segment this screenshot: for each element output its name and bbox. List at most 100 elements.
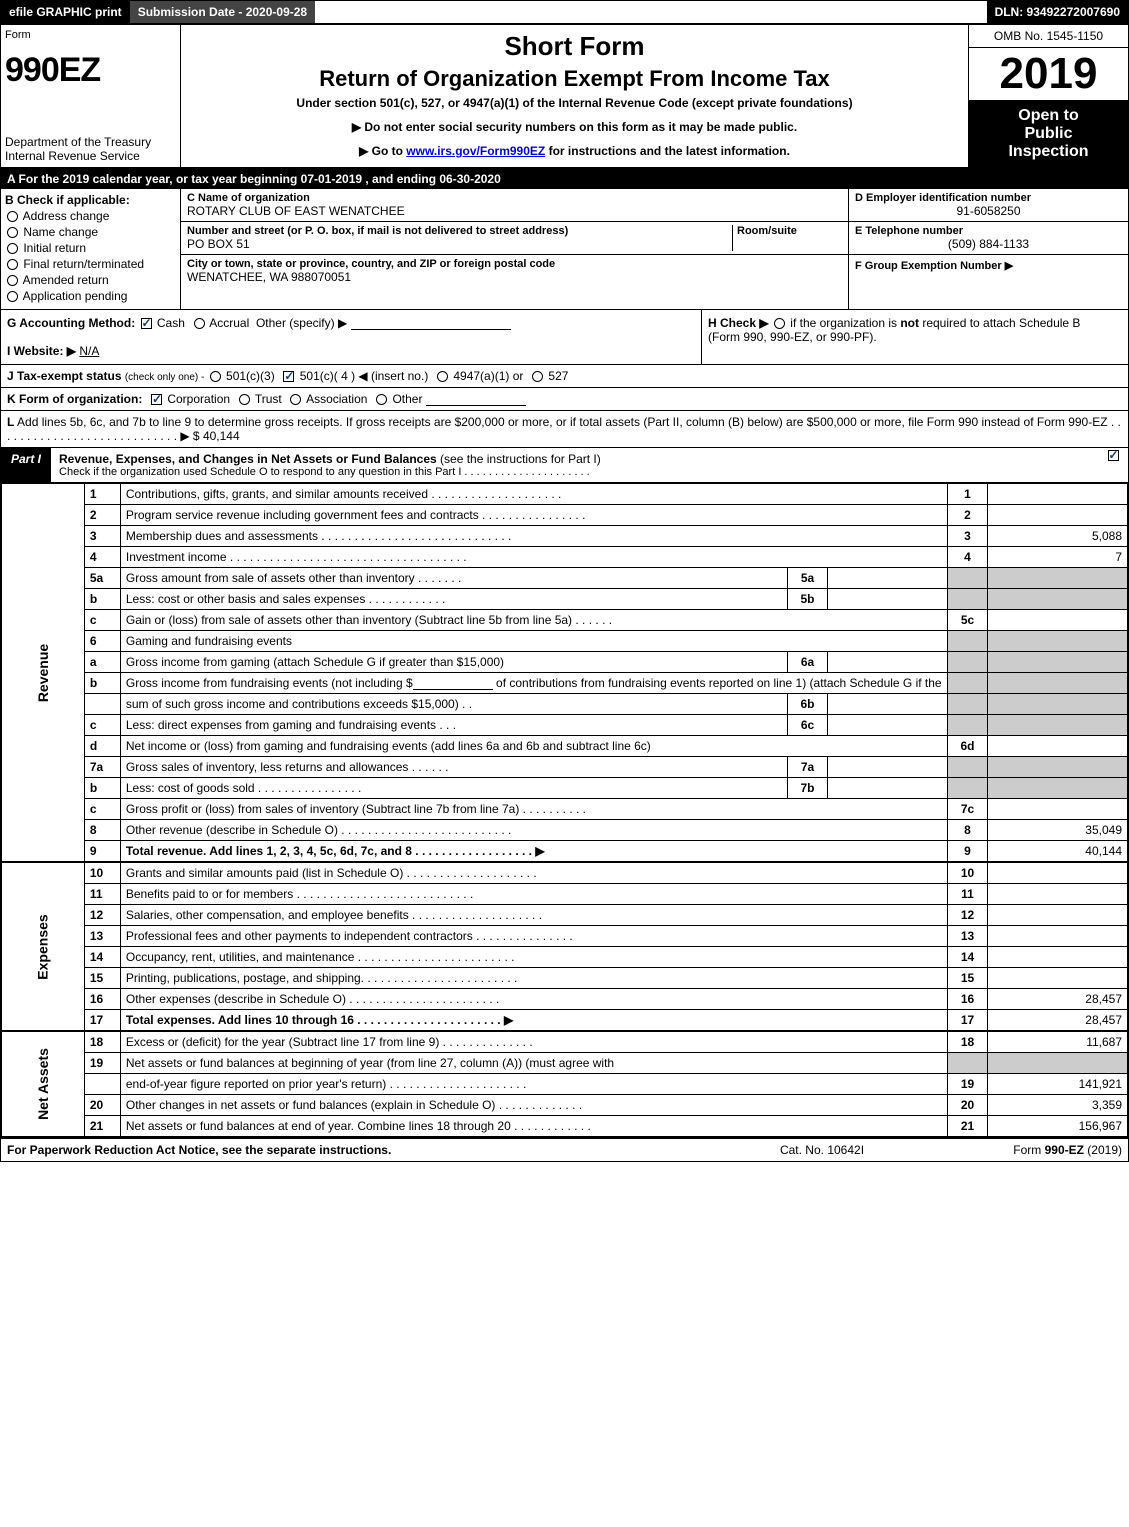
line-5b: bLess: cost or other basis and sales exp… xyxy=(2,589,1128,610)
instr-goto-post: for instructions and the latest informat… xyxy=(549,144,790,158)
chk-association[interactable] xyxy=(290,394,301,405)
ein-value: 91-6058250 xyxy=(855,204,1122,218)
line-12: 12Salaries, other compensation, and empl… xyxy=(2,905,1128,926)
k-label: K Form of organization: xyxy=(7,392,142,406)
chk-trust[interactable] xyxy=(239,394,250,405)
open-line3: Inspection xyxy=(971,143,1126,161)
part-i-title: Revenue, Expenses, and Changes in Net As… xyxy=(51,448,1098,482)
chk-cash[interactable] xyxy=(141,318,152,329)
group-exemption-label: F Group Exemption Number ▶ xyxy=(855,260,1013,272)
col-b-header: B Check if applicable: xyxy=(5,193,176,207)
irs-form-link[interactable]: www.irs.gov/Form990EZ xyxy=(406,144,545,158)
line-20: 20Other changes in net assets or fund ba… xyxy=(2,1095,1128,1116)
schedule-b-check: H Check ▶ if the organization is not req… xyxy=(701,310,1128,364)
j-hint: (check only one) - xyxy=(125,372,204,383)
accounting-method: G Accounting Method: Cash Accrual Other … xyxy=(1,310,701,364)
contrib-amount-input[interactable] xyxy=(413,689,493,690)
chk-address-change[interactable]: Address change xyxy=(5,209,176,223)
chk-501c3[interactable] xyxy=(210,371,221,382)
j-label: J Tax-exempt status xyxy=(7,369,122,383)
period-a: A For the 2019 calendar year, or tax yea… xyxy=(1,169,1128,189)
chk-application-pending[interactable]: Application pending xyxy=(5,289,176,303)
chk-corporation[interactable] xyxy=(151,394,162,405)
form-footer: For Paperwork Reduction Act Notice, see … xyxy=(1,1137,1128,1161)
chk-501c[interactable] xyxy=(283,371,294,382)
h-label: H Check ▶ xyxy=(708,316,769,330)
line-4: 4Investment income . . . . . . . . . . .… xyxy=(2,547,1128,568)
form-title: Return of Organization Exempt From Incom… xyxy=(187,66,962,92)
form-ref: Form 990-EZ (2019) xyxy=(922,1143,1122,1157)
line-5c: cGain or (loss) from sale of assets othe… xyxy=(2,610,1128,631)
chk-schedule-b[interactable] xyxy=(774,318,785,329)
part-i-schedule-o-check[interactable] xyxy=(1098,448,1128,482)
row-j: J Tax-exempt status (check only one) - 5… xyxy=(1,365,1128,388)
chk-initial-return[interactable]: Initial return xyxy=(5,241,176,255)
paperwork-notice: For Paperwork Reduction Act Notice, see … xyxy=(7,1143,722,1157)
side-net-assets: Net Assets xyxy=(2,1031,85,1137)
form-subtitle: Under section 501(c), 527, or 4947(a)(1)… xyxy=(187,96,962,110)
part-i-tab: Part I xyxy=(1,448,51,482)
line-5a: 5aGross amount from sale of assets other… xyxy=(2,568,1128,589)
part-i-subtitle: Check if the organization used Schedule … xyxy=(59,466,1090,478)
omb-number: OMB No. 1545-1150 xyxy=(969,25,1128,48)
top-bar: efile GRAPHIC print Submission Date - 20… xyxy=(1,1,1128,25)
h-text3: (Form 990, 990-EZ, or 990-PF). xyxy=(708,330,1122,344)
form-header: Form 990EZ Department of the Treasury In… xyxy=(1,25,1128,169)
form-word: Form xyxy=(5,29,176,41)
open-to-public: Open to Public Inspection xyxy=(969,101,1128,167)
org-city-value: WENATCHEE, WA 988070051 xyxy=(187,270,842,284)
org-address-value: PO BOX 51 xyxy=(187,237,732,251)
chk-4947a1[interactable] xyxy=(437,371,448,382)
org-name-value: ROTARY CLUB OF EAST WENATCHEE xyxy=(187,204,842,218)
dept-treasury: Department of the Treasury xyxy=(5,135,176,149)
h-text2: required to attach Schedule B xyxy=(919,316,1080,330)
website-value: N/A xyxy=(79,344,99,358)
tax-year: 2019 xyxy=(969,48,1128,101)
efile-print-label[interactable]: efile GRAPHIC print xyxy=(1,1,130,23)
col-b: B Check if applicable: Address change Na… xyxy=(1,189,181,309)
chk-other-org[interactable] xyxy=(376,394,387,405)
chk-amended-return[interactable]: Amended return xyxy=(5,273,176,287)
department-block: Department of the Treasury Internal Reve… xyxy=(5,125,176,163)
l-text: Add lines 5b, 6c, and 7b to line 9 to de… xyxy=(7,415,1121,443)
g-label: G Accounting Method: xyxy=(7,316,135,330)
line-7b: bLess: cost of goods sold . . . . . . . … xyxy=(2,778,1128,799)
lines-table: Revenue 1 Contributions, gifts, grants, … xyxy=(1,483,1128,1137)
form-number: 990EZ xyxy=(5,45,176,87)
h-not: not xyxy=(900,316,919,330)
chk-527[interactable] xyxy=(532,371,543,382)
form-990ez: efile GRAPHIC print Submission Date - 20… xyxy=(0,0,1129,1162)
line-6c: cLess: direct expenses from gaming and f… xyxy=(2,715,1128,736)
l-label: L xyxy=(7,415,14,429)
instr-no-ssn: ▶ Do not enter social security numbers o… xyxy=(187,120,962,134)
line-15: 15Printing, publications, postage, and s… xyxy=(2,968,1128,989)
line-6b-2: sum of such gross income and contributio… xyxy=(2,694,1128,715)
org-address-label: Number and street (or P. O. box, if mail… xyxy=(187,225,732,237)
line-6a: aGross income from gaming (attach Schedu… xyxy=(2,652,1128,673)
chk-accrual[interactable] xyxy=(194,318,205,329)
line-6b-1: bGross income from fundraising events (n… xyxy=(2,673,1128,694)
org-name-label: C Name of organization xyxy=(187,192,842,204)
line-18: Net Assets 18Excess or (deficit) for the… xyxy=(2,1031,1128,1053)
line-6d: dNet income or (loss) from gaming and fu… xyxy=(2,736,1128,757)
other-method-input[interactable] xyxy=(351,329,511,330)
row-k: K Form of organization: Corporation Trus… xyxy=(1,388,1128,411)
group-exemption-cell: F Group Exemption Number ▶ xyxy=(849,255,1128,309)
room-suite-label: Room/suite xyxy=(737,225,842,237)
ein-label: D Employer identification number xyxy=(855,192,1122,204)
part-i-header: Part I Revenue, Expenses, and Changes in… xyxy=(1,447,1128,483)
chk-final-return[interactable]: Final return/terminated xyxy=(5,257,176,271)
col-d-e-f: D Employer identification number 91-6058… xyxy=(848,189,1128,309)
instr-goto: ▶ Go to www.irs.gov/Form990EZ for instru… xyxy=(187,144,962,158)
org-city-cell: City or town, state or province, country… xyxy=(181,255,848,287)
line-13: 13Professional fees and other payments t… xyxy=(2,926,1128,947)
row-l: L Add lines 5b, 6c, and 7b to line 9 to … xyxy=(1,411,1128,447)
line-1: Revenue 1 Contributions, gifts, grants, … xyxy=(2,484,1128,505)
catalog-number: Cat. No. 10642I xyxy=(722,1143,922,1157)
open-line2: Public xyxy=(971,125,1126,143)
chk-name-change[interactable]: Name change xyxy=(5,225,176,239)
topbar-spacer xyxy=(316,1,986,23)
telephone-value: (509) 884-1133 xyxy=(855,237,1122,251)
line-7c: cGross profit or (loss) from sales of in… xyxy=(2,799,1128,820)
other-org-input[interactable] xyxy=(426,405,526,406)
